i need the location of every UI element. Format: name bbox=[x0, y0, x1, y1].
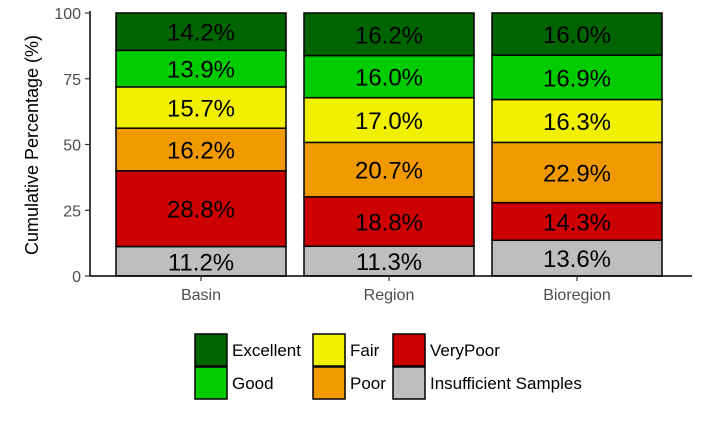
legend-swatch bbox=[194, 366, 228, 400]
bar-segment bbox=[303, 245, 475, 277]
bar-segment bbox=[115, 12, 287, 52]
x-tick-label: Basin bbox=[181, 287, 221, 304]
y-tick-label: 50 bbox=[63, 138, 81, 155]
legend-label: Insufficient Samples bbox=[430, 374, 582, 393]
legend-swatch bbox=[312, 366, 346, 400]
bar-data-label: 16.2% bbox=[355, 22, 423, 49]
bar-data-label: 28.8% bbox=[167, 197, 235, 224]
y-axis-title: Cumulative Percentage (%) bbox=[22, 35, 42, 255]
bar-segment bbox=[303, 54, 475, 99]
bar-segment bbox=[115, 127, 287, 172]
bar-segment bbox=[491, 54, 663, 101]
bar-data-label: 11.2% bbox=[168, 249, 234, 276]
bar-data-label: 16.0% bbox=[543, 22, 611, 49]
bar-segment bbox=[491, 239, 663, 277]
legend-label: Excellent bbox=[232, 341, 301, 360]
bar-data-label: 16.0% bbox=[355, 65, 423, 92]
legend-swatch bbox=[392, 333, 426, 367]
y-tick-label: 25 bbox=[63, 203, 81, 220]
bar-segment bbox=[491, 201, 663, 241]
legend-label: Good bbox=[232, 374, 274, 393]
bar-segment bbox=[491, 141, 663, 204]
bar-segment bbox=[491, 98, 663, 144]
bar-data-label: 14.2% bbox=[167, 20, 235, 47]
bar-data-label: 22.9% bbox=[543, 161, 611, 188]
legend-label: Fair bbox=[350, 341, 380, 360]
bar-data-label: 17.0% bbox=[355, 108, 423, 135]
x-tick-label: Bioregion bbox=[543, 287, 611, 304]
legend-swatch bbox=[194, 333, 228, 367]
bar-segment bbox=[115, 170, 287, 248]
bar-data-label: 16.3% bbox=[543, 109, 611, 136]
bar-segment bbox=[303, 141, 475, 198]
bar-segment bbox=[303, 12, 475, 57]
bar-data-label: 11.3% bbox=[356, 249, 422, 276]
bar-segment bbox=[303, 96, 475, 144]
legend: Excellent Good Fair Poor VeryPoor Insufficien… bbox=[194, 333, 582, 400]
bar-data-label: 16.9% bbox=[543, 65, 611, 92]
legend-swatch bbox=[312, 333, 346, 367]
bar-data-label: 13.6% bbox=[543, 246, 611, 273]
bar-segment bbox=[491, 12, 663, 56]
legend-swatch bbox=[392, 366, 426, 400]
legend-label: Poor bbox=[350, 374, 386, 393]
x-axis: Basin Region Bioregion bbox=[90, 275, 692, 304]
legend-label: VeryPoor bbox=[430, 341, 500, 360]
y-axis: 0 25 50 75 100 bbox=[54, 6, 91, 286]
bar-data-label: 20.7% bbox=[355, 158, 423, 185]
x-tick-label: Region bbox=[364, 287, 415, 304]
y-tick-label: 100 bbox=[54, 6, 81, 23]
bar-data-label: 14.3% bbox=[543, 209, 611, 236]
bar-segment bbox=[115, 49, 287, 88]
y-tick-label: 0 bbox=[72, 269, 81, 286]
bars: 11.2% 28.8% 16.2% 15.7% 13.9% 14.2% 11.3% 18.8%… bbox=[115, 12, 663, 277]
bar-data-label: 15.7% bbox=[167, 96, 235, 123]
bar-data-label: 16.2% bbox=[167, 137, 235, 164]
bar-data-label: 13.9% bbox=[167, 57, 235, 84]
bar-data-label: 18.8% bbox=[355, 210, 423, 237]
bar-segment bbox=[303, 196, 475, 248]
y-tick-label: 75 bbox=[63, 72, 81, 89]
